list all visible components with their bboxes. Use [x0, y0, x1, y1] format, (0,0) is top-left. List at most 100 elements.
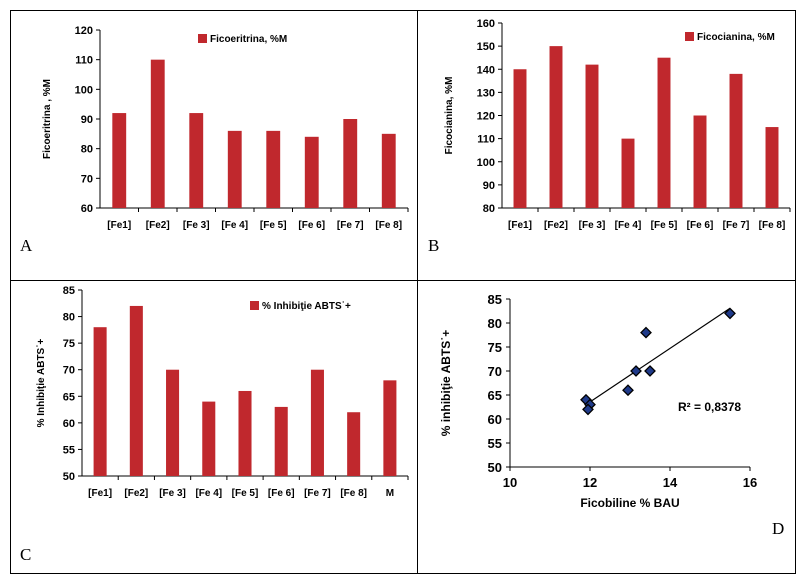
y-axis-label: % inhibiţie ABTS˙+ [439, 330, 453, 437]
data-point [630, 365, 642, 377]
x-tick-label: [Fe 5] [260, 220, 287, 231]
x-tick-label: [Fe 4] [615, 220, 642, 231]
y-tick-label: 100 [75, 84, 93, 96]
panel-b-letter: B [428, 236, 440, 255]
bar [621, 138, 635, 208]
x-tick-label: [Fe 5] [232, 488, 259, 499]
x-tick-label: [Fe1] [107, 220, 131, 231]
x-tick-label: [Fe2] [544, 220, 568, 231]
bar [304, 136, 319, 208]
bar [310, 369, 324, 476]
panel-c-chart: 50 55 60 65 70 75 80 85 [Fe1] [Fe2] [Fe 3] [Fe 4] [F… [36, 285, 409, 499]
panel-a-letter: A [20, 236, 33, 255]
y-tick-label: 70 [63, 365, 75, 377]
x-tick-label: [Fe 7] [304, 488, 331, 499]
y-axis-label: Ficoeritrina , %M [42, 79, 53, 159]
panel-c-letter: C [20, 545, 32, 564]
legend-label: Ficocianina, %M [697, 32, 775, 43]
x-tick-label: [Fe 6] [268, 488, 295, 499]
x-tick-label: 14 [663, 475, 678, 490]
x-tick-label: [Fe 8] [759, 220, 786, 231]
y-tick-label: 80 [63, 312, 75, 324]
y-tick-label: 110 [75, 55, 93, 67]
x-tick-label: 12 [583, 475, 597, 490]
y-tick-label: 70 [488, 364, 502, 379]
y-tick-label: 85 [63, 285, 75, 297]
y-tick-label: 80 [483, 203, 495, 215]
y-tick-label: 60 [488, 412, 502, 427]
y-tick-label: 75 [63, 338, 75, 350]
legend-swatch [685, 32, 694, 41]
bar [765, 127, 779, 208]
bar [202, 401, 216, 476]
panel-d-chart: 50 55 60 65 70 75 80 85 10 12 14 16 R² = 0,8378 Ficob… [439, 292, 757, 510]
bar [729, 73, 743, 208]
y-tick-label: 160 [477, 18, 495, 30]
bar [549, 46, 563, 208]
y-tick-label: 140 [477, 64, 495, 76]
y-tick-label: 110 [477, 134, 495, 146]
y-axis-label: Ficocianina, %M [444, 77, 455, 155]
x-tick-label: [Fe 3] [579, 220, 606, 231]
data-point [640, 326, 652, 339]
y-tick-label: 50 [63, 471, 75, 483]
bar [112, 113, 127, 208]
bar [166, 369, 180, 476]
legend-label: Ficoeritrina, %M [210, 34, 287, 45]
figure-border [10, 10, 796, 574]
x-tick-label: [Fe 7] [723, 220, 750, 231]
x-tick-label: [Fe 3] [159, 488, 186, 499]
bar [585, 64, 599, 208]
bar [227, 130, 242, 208]
x-tick-label: [Fe1] [88, 488, 112, 499]
y-axis-label: % Inhibiţie ABTS˙+ [36, 338, 47, 427]
y-tick-label: 90 [81, 114, 93, 126]
x-axis-label: Ficobiline % BAU [580, 496, 679, 510]
bar [347, 412, 361, 476]
y-tick-label: 65 [488, 388, 502, 403]
bar [189, 113, 204, 208]
bar [513, 69, 527, 208]
bar [381, 133, 396, 208]
x-tick-label: [Fe1] [508, 220, 532, 231]
legend-label: % Inhibiţie ABTS˙+ [262, 301, 351, 312]
y-tick-label: 60 [63, 418, 75, 430]
y-tick-label: 65 [63, 391, 75, 403]
bar [266, 130, 281, 208]
x-tick-label: [Fe 8] [340, 488, 367, 499]
panel-a-chart: 60 70 80 90 100 110 120 [Fe1] [Fe2] [Fe 3] [Fe 4] [… [42, 25, 409, 231]
x-tick-label: [Fe2] [146, 220, 170, 231]
data-point [622, 384, 634, 397]
bar [129, 305, 143, 476]
y-tick-label: 130 [477, 87, 495, 99]
y-tick-label: 85 [488, 292, 502, 307]
trendline [585, 307, 731, 406]
x-tick-label: 10 [503, 475, 517, 490]
bar [93, 327, 107, 476]
x-tick-label: 16 [743, 475, 757, 490]
bar [343, 119, 358, 208]
x-tick-label: [Fe 5] [651, 220, 678, 231]
r-squared-label: R² = 0,8378 [678, 400, 741, 414]
y-tick-label: 70 [81, 173, 93, 185]
bar [274, 406, 288, 476]
panel-b-chart: 80 90 100 110 120 130 140 150 160 [Fe1] [Fe2] [Fe 3… [444, 18, 791, 231]
y-tick-label: 60 [81, 203, 93, 215]
panel-d-letter: D [772, 519, 785, 538]
y-tick-label: 80 [488, 316, 502, 331]
y-tick-label: 75 [488, 340, 502, 355]
x-tick-label: [Fe 3] [183, 220, 210, 231]
y-tick-label: 50 [488, 460, 502, 475]
x-tick-label: [Fe 8] [375, 220, 402, 231]
x-tick-label: [Fe 4] [221, 220, 248, 231]
bar [150, 59, 165, 208]
bar [238, 390, 252, 476]
x-tick-label: [Fe 4] [195, 488, 222, 499]
bar [383, 380, 397, 476]
data-point [724, 307, 736, 320]
y-tick-label: 55 [63, 444, 75, 456]
y-tick-label: 90 [483, 180, 495, 192]
x-tick-label: [Fe 7] [337, 220, 364, 231]
y-tick-label: 80 [81, 144, 93, 156]
x-tick-label: M [386, 488, 394, 499]
